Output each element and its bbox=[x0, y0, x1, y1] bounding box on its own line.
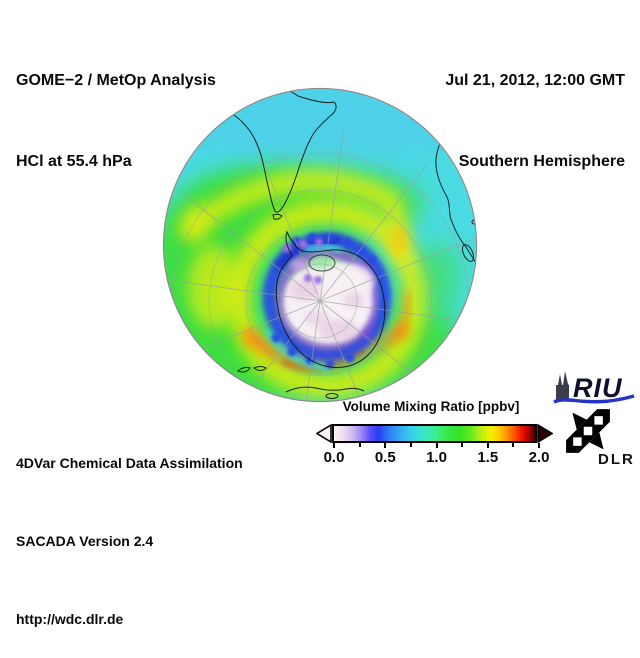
coast-rim-top-left bbox=[195, 89, 247, 113]
colorbar-tick bbox=[486, 443, 489, 448]
riu-swoosh bbox=[553, 394, 635, 404]
colorbar-tick bbox=[461, 443, 464, 447]
colorbar-tick bbox=[512, 443, 515, 447]
colorbar-tick bbox=[409, 443, 412, 447]
colorbar-right-arrow-icon bbox=[537, 424, 553, 443]
dlr-mark-icon bbox=[566, 409, 610, 453]
colorbar: 0.0 0.5 1.0 1.5 2.0 bbox=[316, 424, 553, 470]
colorbar-tick bbox=[435, 443, 438, 448]
hemisphere-label: Southern Hemisphere bbox=[458, 153, 625, 170]
coast-new-zealand bbox=[237, 366, 267, 373]
colorbar-gradient bbox=[331, 424, 538, 443]
coast-tierra-del-fuego bbox=[272, 213, 283, 220]
dlr-logo: DLR bbox=[566, 409, 635, 468]
colorbar-tick bbox=[358, 443, 361, 447]
colorbar-tick-label: 1.5 bbox=[477, 449, 499, 466]
riu-logo-text: RIU bbox=[573, 373, 623, 403]
vortex-purple-cells bbox=[282, 238, 323, 284]
cathedral-icon bbox=[556, 371, 569, 400]
header-left: GOME−2 / MetOp Analysis HCl at 55.4 hPa bbox=[16, 13, 216, 202]
globe-map bbox=[162, 87, 478, 403]
assimilation-label: 4DVar Chemical Data Assimilation bbox=[16, 455, 243, 471]
analysis-title: GOME−2 / MetOp Analysis bbox=[16, 72, 216, 89]
coast-south-america bbox=[208, 89, 337, 213]
colorbar-tick-label: 2.0 bbox=[528, 449, 550, 466]
colorbar-left-arrow-icon bbox=[316, 424, 332, 443]
colorbar-tick bbox=[538, 443, 540, 448]
colorbar-tick-label: 0.0 bbox=[323, 449, 345, 466]
coast-africa bbox=[435, 128, 476, 264]
colorbar-title: Volume Mixing Ratio [ppbv] bbox=[342, 399, 520, 414]
dlr-logo-text: DLR bbox=[598, 451, 635, 468]
field-yellow-collar bbox=[180, 170, 427, 399]
version-label: SACADA Version 2.4 bbox=[16, 533, 154, 549]
colorbar-tick bbox=[384, 443, 387, 448]
coast-antarctica bbox=[275, 230, 386, 369]
colorbar-tick bbox=[333, 443, 335, 448]
coast-madagascar bbox=[461, 244, 475, 262]
url-label: http://wdc.dlr.de bbox=[16, 611, 124, 627]
riu-logo: RIU bbox=[553, 371, 635, 404]
coast-australia-south bbox=[285, 386, 365, 393]
colorbar-ticks bbox=[333, 443, 540, 450]
colorbar-tick-label: 0.5 bbox=[374, 449, 396, 466]
globe-rim bbox=[162, 87, 478, 403]
footer-left: 4DVar Chemical Data Assimilation SACADA … bbox=[16, 398, 243, 658]
colorbar-tick-label: 1.0 bbox=[426, 449, 447, 466]
species-level-label: HCl at 55.4 hPa bbox=[16, 153, 132, 170]
datetime-label: Jul 21, 2012, 12:00 GMT bbox=[445, 72, 625, 89]
header-right: Jul 21, 2012, 12:00 GMT Southern Hemisph… bbox=[445, 13, 625, 202]
colorbar-tick-labels: 0.0 0.5 1.0 1.5 2.0 bbox=[324, 449, 550, 467]
